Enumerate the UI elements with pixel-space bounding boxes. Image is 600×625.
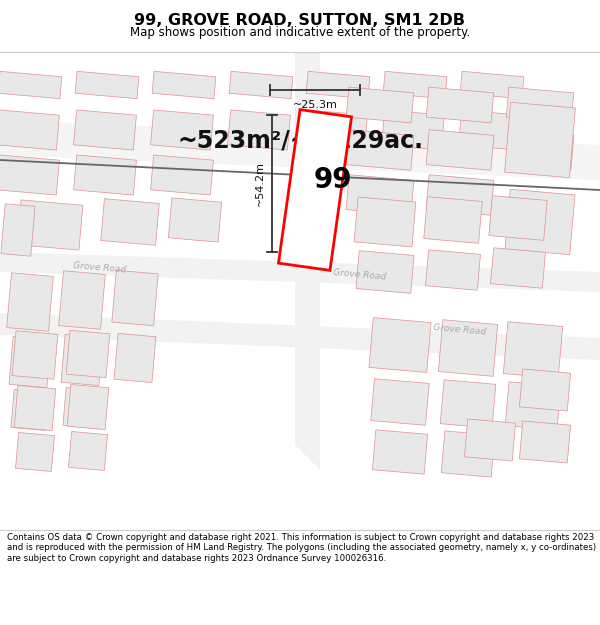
Polygon shape [0, 110, 59, 150]
Polygon shape [520, 369, 571, 411]
Polygon shape [346, 88, 413, 122]
Polygon shape [16, 432, 55, 471]
Text: 99, GROVE ROAD, SUTTON, SM1 2DB: 99, GROVE ROAD, SUTTON, SM1 2DB [134, 13, 466, 28]
Polygon shape [75, 71, 139, 99]
Polygon shape [346, 175, 414, 215]
Polygon shape [506, 130, 574, 170]
Text: ~523m²/~0.129ac.: ~523m²/~0.129ac. [177, 128, 423, 152]
Polygon shape [1, 204, 35, 256]
Polygon shape [369, 318, 431, 372]
Polygon shape [424, 197, 482, 243]
Polygon shape [152, 71, 216, 99]
Polygon shape [0, 155, 59, 195]
Polygon shape [382, 110, 445, 150]
Polygon shape [306, 71, 370, 99]
Polygon shape [354, 197, 416, 247]
Text: Contains OS data © Crown copyright and database right 2021. This information is : Contains OS data © Crown copyright and d… [7, 533, 596, 562]
Polygon shape [0, 120, 600, 180]
Text: Grove Road: Grove Road [333, 268, 387, 282]
Text: Grove Road: Grove Road [73, 261, 127, 275]
Polygon shape [464, 419, 515, 461]
Polygon shape [305, 110, 367, 150]
Polygon shape [67, 384, 109, 429]
Polygon shape [426, 130, 494, 170]
Polygon shape [505, 189, 575, 255]
Polygon shape [505, 382, 561, 430]
Polygon shape [114, 333, 156, 382]
Polygon shape [151, 155, 214, 195]
Polygon shape [68, 431, 107, 471]
Polygon shape [101, 199, 159, 246]
Polygon shape [14, 386, 56, 431]
Polygon shape [59, 271, 106, 329]
Polygon shape [383, 71, 447, 99]
Polygon shape [278, 109, 352, 271]
Polygon shape [371, 379, 429, 426]
Polygon shape [7, 272, 53, 331]
Text: Landseer Road: Landseer Road [303, 128, 320, 192]
Polygon shape [229, 71, 293, 99]
Polygon shape [74, 155, 136, 195]
Polygon shape [63, 388, 101, 429]
Text: Grove Road: Grove Road [433, 323, 487, 337]
Polygon shape [17, 200, 83, 250]
Polygon shape [227, 110, 290, 150]
Polygon shape [440, 380, 496, 428]
Polygon shape [66, 331, 110, 378]
Polygon shape [356, 251, 414, 293]
Text: Map shows position and indicative extent of the property.: Map shows position and indicative extent… [130, 26, 470, 39]
Polygon shape [441, 431, 495, 477]
Polygon shape [506, 88, 574, 122]
Polygon shape [520, 421, 571, 463]
Polygon shape [0, 71, 62, 99]
Polygon shape [346, 130, 414, 170]
Polygon shape [427, 88, 494, 122]
Polygon shape [9, 336, 51, 388]
Polygon shape [460, 71, 524, 99]
Polygon shape [491, 248, 545, 288]
Polygon shape [295, 52, 320, 470]
Polygon shape [11, 389, 49, 431]
Polygon shape [426, 175, 494, 215]
Polygon shape [112, 270, 158, 326]
Polygon shape [503, 322, 563, 378]
Polygon shape [439, 320, 497, 376]
Polygon shape [458, 110, 521, 150]
Polygon shape [151, 110, 214, 150]
Text: 99: 99 [314, 166, 352, 194]
Text: ~25.3m: ~25.3m [293, 100, 337, 110]
Polygon shape [74, 110, 136, 150]
Text: ~54.2m: ~54.2m [255, 161, 265, 206]
Polygon shape [489, 196, 547, 241]
Polygon shape [0, 252, 600, 292]
Polygon shape [0, 313, 600, 360]
Polygon shape [505, 102, 575, 178]
Polygon shape [12, 331, 58, 379]
Polygon shape [425, 250, 481, 290]
Polygon shape [169, 198, 221, 242]
Polygon shape [61, 334, 103, 386]
Polygon shape [373, 430, 428, 474]
